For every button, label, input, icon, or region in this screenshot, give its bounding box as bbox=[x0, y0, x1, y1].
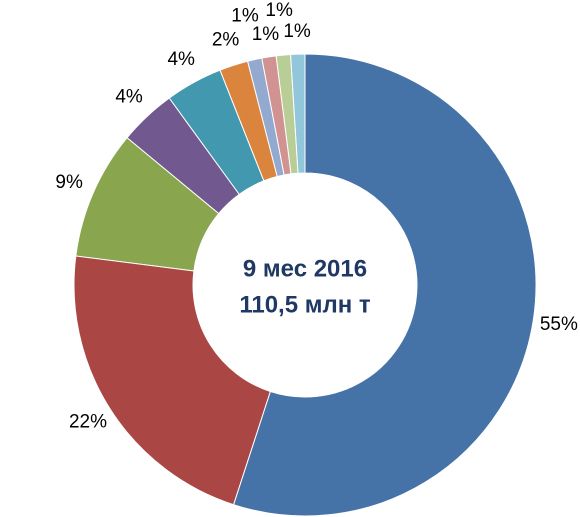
donut-slice bbox=[275, 53, 299, 175]
donut-slice bbox=[75, 137, 220, 272]
data-label: 1% bbox=[231, 6, 259, 27]
data-label: 1% bbox=[252, 24, 280, 45]
donut-slice bbox=[219, 60, 278, 182]
data-label: 4% bbox=[115, 87, 143, 108]
data-label: 55% bbox=[540, 314, 578, 335]
donut-slice bbox=[261, 55, 292, 176]
donut-slice bbox=[232, 53, 537, 517]
donut-slice bbox=[126, 97, 240, 215]
donut-slice bbox=[246, 57, 285, 178]
donut-slice bbox=[168, 69, 265, 196]
center-text: 110,5 млн т bbox=[239, 291, 371, 318]
data-label: 22% bbox=[69, 412, 107, 433]
data-label: 1% bbox=[265, 0, 293, 21]
donut-slice bbox=[73, 255, 272, 506]
center-text: 9 мес 2016 bbox=[243, 255, 367, 282]
data-label: 4% bbox=[167, 49, 195, 70]
data-label: 9% bbox=[55, 172, 83, 193]
data-label: 2% bbox=[212, 30, 240, 51]
data-label: 1% bbox=[283, 21, 311, 42]
